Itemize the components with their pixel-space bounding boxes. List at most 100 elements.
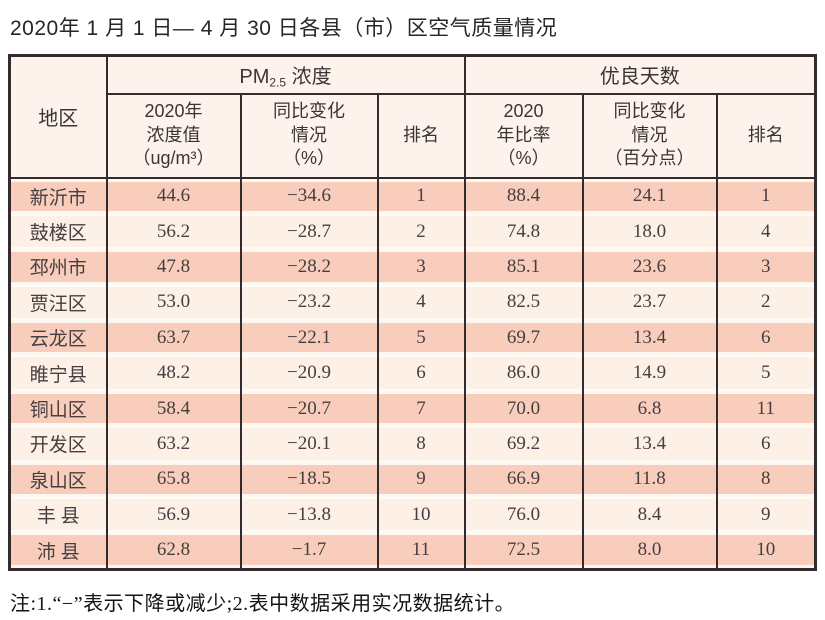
ratio-cell: 72.5 <box>463 532 584 570</box>
pm-rank-cell: 11 <box>376 532 466 570</box>
table-row: 鼓楼区 56.2 −28.7 2 74.8 18.0 4 <box>8 213 817 250</box>
ratio-change-cell: 13.4 <box>581 320 718 356</box>
air-quality-table: 地区 PM2.5 浓度 优良天数 2020年 浓度值 （ug/m³） 同比变化 … <box>8 54 818 571</box>
concentration-cell: 63.7 <box>105 320 242 356</box>
col-header-concentration-change: 同比变化 情况 （%） <box>239 92 379 179</box>
col-header-region: 地区 <box>8 54 108 179</box>
ratio-change-cell: 23.7 <box>581 284 718 321</box>
concentration-cell: 65.8 <box>105 461 242 498</box>
region-cell: 新沂市 <box>8 177 108 214</box>
ratio-cell: 70.0 <box>463 390 584 427</box>
days-rank-cell: 9 <box>715 497 817 533</box>
days-rank-cell: 10 <box>715 532 817 570</box>
col-group-good-days: 优良天数 <box>463 54 817 95</box>
ratio-change-cell: 8.4 <box>581 497 718 533</box>
ratio-cell: 74.8 <box>463 213 584 250</box>
ratio-change-cell: 23.6 <box>581 249 718 285</box>
concentration-cell: 44.6 <box>105 177 242 214</box>
concentration-cell: 56.2 <box>105 213 242 250</box>
pm-rank-cell: 4 <box>376 284 466 321</box>
concentration-change-cell: −1.7 <box>239 532 379 570</box>
ratio-cell: 66.9 <box>463 461 584 498</box>
concentration-change-cell: −13.8 <box>239 497 379 533</box>
region-cell: 开发区 <box>8 426 108 462</box>
concentration-cell: 58.4 <box>105 390 242 427</box>
pm25-label-suffix: 浓度 <box>286 65 332 88</box>
pm-rank-cell: 2 <box>376 213 466 250</box>
days-rank-cell: 8 <box>715 461 817 498</box>
col-header-ratio-change: 同比变化 情况 （百分点） <box>581 92 718 179</box>
ratio-change-cell: 8.0 <box>581 532 718 570</box>
days-rank-cell: 5 <box>715 355 817 391</box>
ratio-change-cell: 13.4 <box>581 426 718 462</box>
concentration-change-cell: −28.7 <box>239 213 379 250</box>
pm-rank-cell: 9 <box>376 461 466 498</box>
concentration-change-cell: −22.1 <box>239 320 379 356</box>
pm-rank-cell: 7 <box>376 390 466 427</box>
concentration-change-cell: −34.6 <box>239 177 379 214</box>
region-cell: 云龙区 <box>8 320 108 356</box>
footnote: 注:1.“−”表示下降或减少;2.表中数据采用实况数据统计。 <box>10 592 516 615</box>
ratio-cell: 76.0 <box>463 497 584 533</box>
concentration-cell: 63.2 <box>105 426 242 462</box>
table-row: 沛 县 62.8 −1.7 11 72.5 8.0 10 <box>8 532 817 570</box>
region-cell: 鼓楼区 <box>8 213 108 250</box>
col-header-ratio: 2020 年比率 （%） <box>463 92 584 179</box>
concentration-change-cell: −20.1 <box>239 426 379 462</box>
concentration-cell: 47.8 <box>105 249 242 285</box>
days-rank-cell: 4 <box>715 213 817 250</box>
table-row: 云龙区 63.7 −22.1 5 69.7 13.4 6 <box>8 320 817 356</box>
table-row: 邳州市 47.8 −28.2 3 85.1 23.6 3 <box>8 249 817 285</box>
ratio-change-cell: 14.9 <box>581 355 718 391</box>
ratio-cell: 86.0 <box>463 355 584 391</box>
region-cell: 睢宁县 <box>8 355 108 391</box>
region-cell: 泉山区 <box>8 461 108 498</box>
header-group-row: 地区 PM2.5 浓度 优良天数 <box>8 54 817 179</box>
region-cell: 丰 县 <box>8 497 108 533</box>
region-cell: 沛 县 <box>8 532 108 570</box>
table-row: 贾汪区 53.0 −23.2 4 82.5 23.7 2 <box>8 284 817 321</box>
days-rank-cell: 6 <box>715 320 817 356</box>
table-row: 铜山区 58.4 −20.7 7 70.0 6.8 11 <box>8 390 817 427</box>
ratio-change-cell: 6.8 <box>581 390 718 427</box>
ratio-change-cell: 24.1 <box>581 177 718 214</box>
col-header-concentration: 2020年 浓度值 （ug/m³） <box>105 92 242 179</box>
concentration-change-cell: −20.7 <box>239 390 379 427</box>
table-body: 新沂市 44.6 −34.6 1 88.4 24.1 1 鼓楼区 56.2 −2… <box>8 177 817 570</box>
page-title: 2020年 1 月 1 日— 4 月 30 日各县（市）区空气质量情况 <box>10 17 558 40</box>
table-row: 泉山区 65.8 −18.5 9 66.9 11.8 8 <box>8 461 817 498</box>
days-rank-cell: 11 <box>715 390 817 427</box>
concentration-cell: 48.2 <box>105 355 242 391</box>
table-header: 地区 PM2.5 浓度 优良天数 2020年 浓度值 （ug/m³） 同比变化 … <box>8 54 817 179</box>
days-rank-cell: 3 <box>715 249 817 285</box>
pm-rank-cell: 5 <box>376 320 466 356</box>
ratio-cell: 69.7 <box>463 320 584 356</box>
concentration-cell: 56.9 <box>105 497 242 533</box>
ratio-cell: 82.5 <box>463 284 584 321</box>
days-rank-cell: 6 <box>715 426 817 462</box>
pm-rank-cell: 8 <box>376 426 466 462</box>
header-sub-row: 2020年 浓度值 （ug/m³） 同比变化 情况 （%） 排名 2020 年比… <box>10 92 817 179</box>
region-cell: 铜山区 <box>8 390 108 427</box>
table-row: 丰 县 56.9 −13.8 10 76.0 8.4 9 <box>8 497 817 533</box>
ratio-cell: 85.1 <box>463 249 584 285</box>
table-row: 睢宁县 48.2 −20.9 6 86.0 14.9 5 <box>8 355 817 391</box>
concentration-change-cell: −28.2 <box>239 249 379 285</box>
concentration-change-cell: −18.5 <box>239 461 379 498</box>
col-group-pm25: PM2.5 浓度 <box>105 54 466 95</box>
days-rank-cell: 2 <box>715 284 817 321</box>
pm-rank-cell: 10 <box>376 497 466 533</box>
pm25-label-prefix: PM <box>239 65 270 88</box>
concentration-cell: 53.0 <box>105 284 242 321</box>
days-rank-cell: 1 <box>715 177 817 214</box>
col-header-days-rank: 排名 <box>715 92 817 179</box>
pm-rank-cell: 3 <box>376 249 466 285</box>
region-cell: 邳州市 <box>8 249 108 285</box>
table-row: 新沂市 44.6 −34.6 1 88.4 24.1 1 <box>8 177 817 214</box>
pm-rank-cell: 6 <box>376 355 466 391</box>
ratio-change-cell: 11.8 <box>581 461 718 498</box>
concentration-change-cell: −23.2 <box>239 284 379 321</box>
concentration-change-cell: −20.9 <box>239 355 379 391</box>
col-header-pm-rank: 排名 <box>376 92 466 179</box>
